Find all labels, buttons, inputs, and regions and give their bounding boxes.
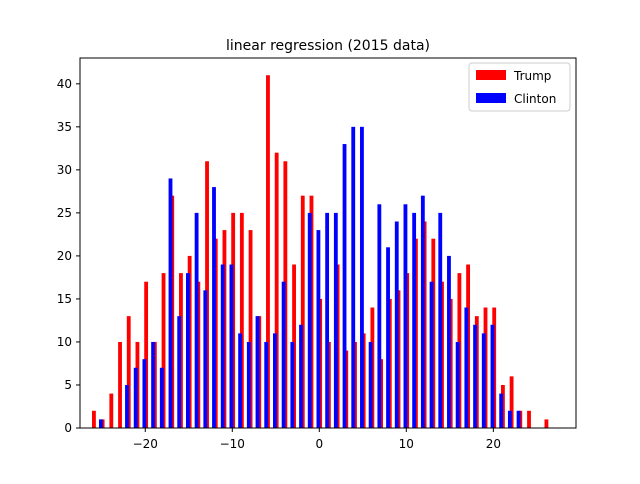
bar-clinton: [481, 333, 486, 428]
bar-trump: [248, 230, 253, 428]
bar-clinton: [203, 290, 208, 428]
bar-clinton: [342, 144, 347, 429]
bar-clinton: [368, 341, 373, 428]
y-tick-label: 25: [57, 206, 72, 220]
bar-trump: [527, 410, 531, 428]
bar-clinton: [246, 341, 251, 428]
bar-trump: [509, 376, 514, 428]
chart-title: linear regression (2015 data): [226, 38, 430, 54]
bar-clinton: [360, 126, 364, 428]
bar-clinton: [168, 178, 173, 428]
bars-layer: [92, 75, 549, 429]
bar-clinton: [412, 212, 417, 428]
bar-trump: [144, 281, 149, 428]
bar-clinton: [307, 212, 312, 428]
bar-clinton: [438, 212, 443, 428]
bar-trump: [274, 152, 279, 428]
bar-clinton: [194, 212, 199, 428]
x-tick-label: 10: [399, 437, 414, 451]
bar-clinton: [516, 410, 521, 428]
bar-clinton: [238, 333, 243, 428]
bar-trump: [92, 410, 96, 428]
bar-clinton: [264, 341, 269, 428]
y-axis-ticks: 0 5 10 15 20 25 30 35 40: [57, 77, 80, 435]
bar-clinton: [351, 126, 356, 428]
bar-clinton: [420, 195, 425, 428]
legend-label-clinton: Clinton: [514, 92, 556, 106]
bar-clinton: [177, 316, 182, 428]
bar-trump: [266, 75, 270, 429]
bar-clinton: [98, 419, 103, 428]
x-tick-label: −10: [220, 437, 245, 451]
bar-clinton: [273, 333, 277, 428]
bar-clinton: [325, 212, 330, 428]
y-tick-label: 10: [57, 335, 72, 349]
bar-trump: [109, 393, 114, 428]
bar-clinton: [473, 324, 477, 428]
bar-clinton: [447, 255, 451, 428]
bar-clinton: [429, 281, 434, 428]
bar-clinton: [133, 367, 138, 428]
bar-clinton: [281, 281, 286, 428]
bar-clinton: [403, 204, 408, 428]
y-tick-label: 0: [64, 421, 72, 435]
x-tick-label: 0: [315, 437, 323, 451]
bar-clinton: [220, 264, 225, 428]
y-tick-label: 30: [57, 163, 72, 177]
bar-clinton: [229, 264, 234, 428]
y-tick-label: 15: [57, 292, 72, 306]
bar-clinton: [507, 410, 512, 428]
x-axis-ticks: −20 −10 0 10 20: [133, 428, 501, 451]
bar-trump: [161, 273, 166, 428]
bar-clinton: [316, 230, 321, 428]
bar-clinton: [394, 221, 399, 428]
legend-swatch-trump: [476, 70, 506, 80]
bar-trump: [126, 316, 131, 428]
y-tick-label: 35: [57, 120, 72, 134]
bar-clinton: [212, 187, 216, 428]
bar-trump: [239, 212, 244, 428]
bar-clinton: [464, 307, 469, 428]
y-tick-label: 5: [64, 378, 72, 392]
bar-clinton: [333, 212, 338, 428]
axes-frame: [79, 57, 577, 429]
x-tick-label: −20: [133, 437, 158, 451]
y-tick-label: 20: [57, 249, 72, 263]
legend-swatch-clinton: [476, 93, 506, 103]
bar-trump: [544, 419, 549, 428]
bar-clinton: [151, 341, 156, 428]
bar-clinton: [499, 393, 504, 428]
y-tick-label: 40: [57, 77, 72, 91]
bar-clinton: [159, 367, 164, 428]
bar-clinton: [455, 341, 460, 428]
bar-clinton: [142, 359, 147, 428]
x-tick-label: 20: [486, 437, 501, 451]
bar-clinton: [255, 316, 260, 428]
bar-clinton: [490, 324, 495, 428]
bar-clinton: [299, 324, 303, 428]
bar-trump: [300, 195, 305, 428]
bar-trump: [118, 341, 122, 428]
bar-clinton: [377, 204, 382, 428]
legend: Trump Clinton: [468, 62, 571, 112]
bar-clinton: [125, 384, 129, 428]
legend-label-trump: Trump: [513, 69, 551, 83]
bar-clinton: [290, 341, 295, 428]
bar-clinton: [386, 247, 390, 428]
bar-clinton: [185, 273, 190, 428]
